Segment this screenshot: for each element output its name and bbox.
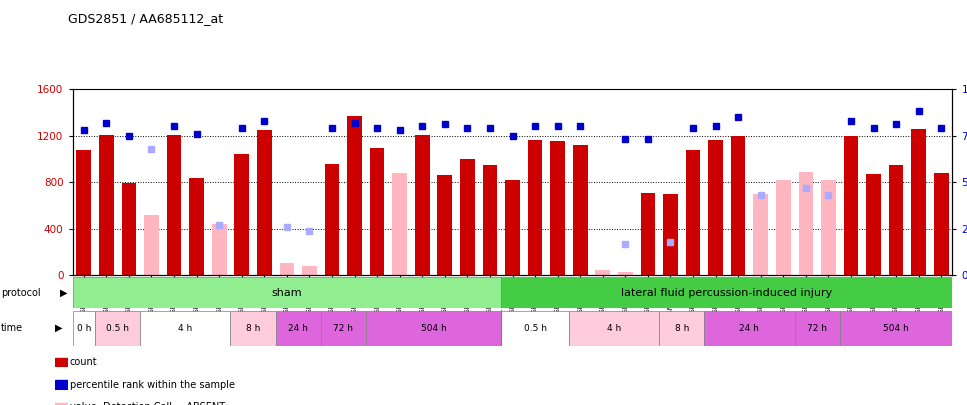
Bar [190,177,204,275]
Bar [76,149,91,275]
Bar [501,277,952,308]
Text: time: time [1,323,23,333]
Text: 72 h: 72 h [334,324,353,333]
Text: ▶: ▶ [60,288,68,298]
Bar [843,136,859,275]
Bar [618,272,632,275]
Bar [257,130,272,275]
Bar [821,180,835,275]
Bar [302,266,317,275]
Bar [279,262,294,275]
Bar [212,224,226,275]
Bar [708,140,723,275]
Bar [889,165,903,275]
Bar [799,172,813,275]
Bar [366,311,501,345]
Bar [934,173,949,275]
Text: protocol: protocol [1,288,41,298]
Bar [569,311,659,345]
Bar [415,134,429,275]
Bar [505,180,520,275]
Bar [122,183,136,275]
Bar [55,381,68,389]
Bar [166,134,182,275]
Text: 4 h: 4 h [607,324,621,333]
Bar [483,165,497,275]
Bar [753,194,768,275]
Text: lateral fluid percussion-induced injury: lateral fluid percussion-induced injury [621,288,833,298]
Bar [686,150,700,275]
Text: 24 h: 24 h [288,324,308,333]
Bar [325,164,339,275]
Bar [369,149,385,275]
Text: 4 h: 4 h [178,324,192,333]
Text: 72 h: 72 h [807,324,827,333]
Bar [572,145,588,275]
Bar [437,175,453,275]
Bar [640,193,656,275]
Text: 504 h: 504 h [421,324,447,333]
Bar [144,215,159,275]
Text: 8 h: 8 h [246,324,260,333]
Text: 24 h: 24 h [740,324,759,333]
Bar [731,136,746,275]
Text: sham: sham [272,288,303,298]
Text: value, Detection Call = ABSENT: value, Detection Call = ABSENT [70,402,224,405]
Bar [234,154,249,275]
Bar [99,134,114,275]
Bar [276,311,321,345]
Bar [393,173,407,275]
Bar [550,141,565,275]
Bar [55,403,68,405]
Bar [140,311,230,345]
Text: 504 h: 504 h [883,324,909,333]
Bar [866,174,881,275]
Text: ▶: ▶ [55,323,63,333]
Bar [73,277,501,308]
Text: count: count [70,358,98,367]
Text: 0.5 h: 0.5 h [523,324,546,333]
Text: percentile rank within the sample: percentile rank within the sample [70,380,235,390]
Bar [501,311,569,345]
Text: 0.5 h: 0.5 h [106,324,130,333]
Text: GDS2851 / AA685112_at: GDS2851 / AA685112_at [68,12,222,25]
Bar [663,194,678,275]
Bar [911,129,926,275]
Bar [347,116,362,275]
Bar [73,311,95,345]
Text: 0 h: 0 h [76,324,91,333]
Bar [776,180,791,275]
Bar [321,311,366,345]
Bar [230,311,276,345]
Text: 8 h: 8 h [675,324,689,333]
Bar [95,311,140,345]
Bar [659,311,704,345]
Bar [528,140,542,275]
Bar [460,159,475,275]
Bar [596,270,610,275]
Bar [839,311,952,345]
Bar [795,311,839,345]
Bar [55,358,68,366]
Bar [704,311,795,345]
